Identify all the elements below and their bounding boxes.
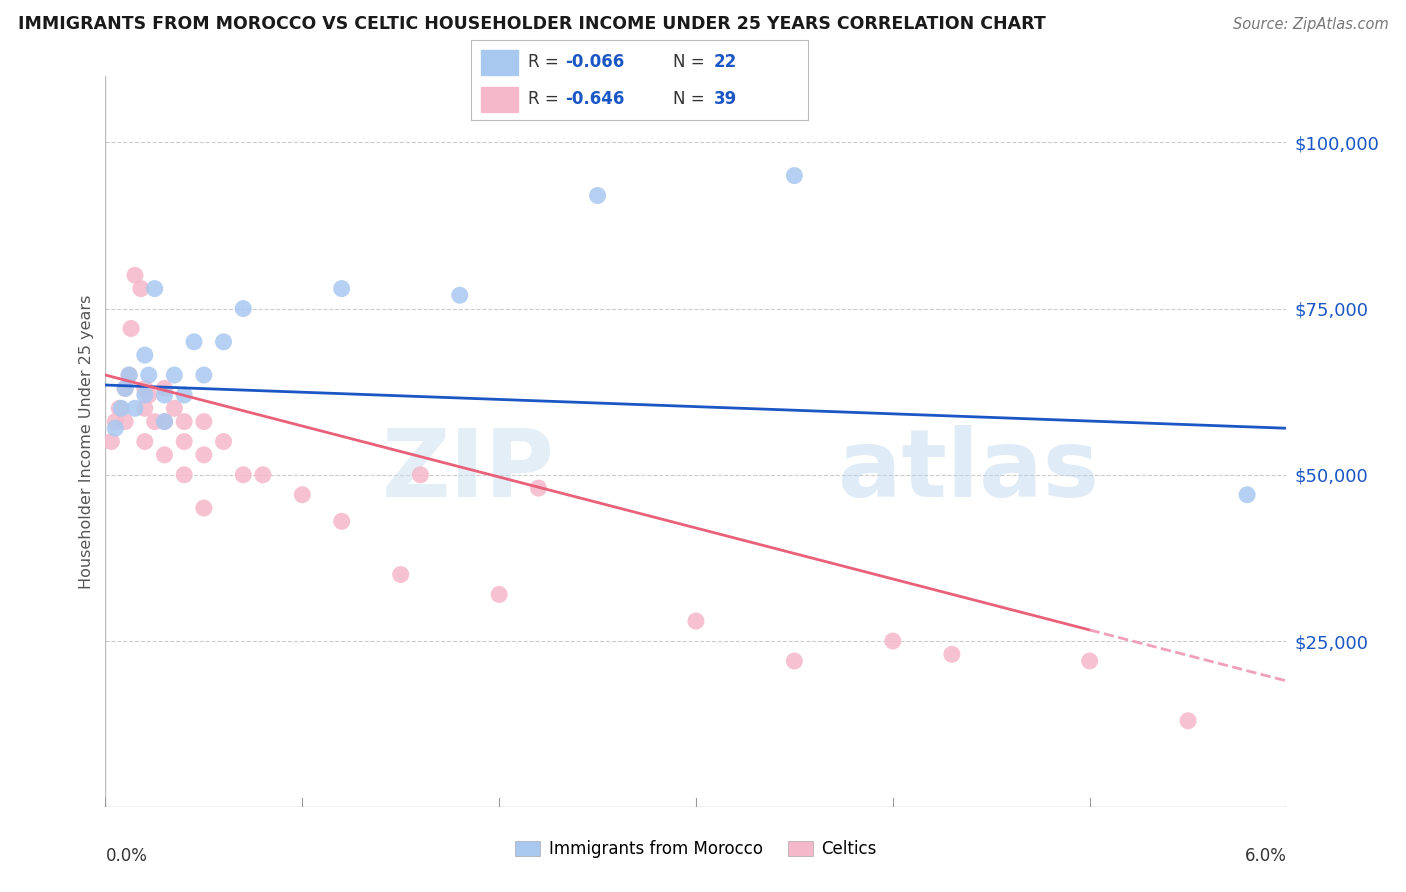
Point bbox=[330, 282, 353, 296]
Point bbox=[586, 188, 609, 202]
Point bbox=[193, 368, 215, 382]
Bar bbox=[481, 87, 519, 112]
Point bbox=[153, 381, 176, 395]
Point bbox=[183, 334, 205, 349]
Point bbox=[129, 282, 152, 296]
Point bbox=[124, 268, 146, 283]
Text: N =: N = bbox=[673, 90, 710, 108]
Point bbox=[449, 288, 471, 302]
Point bbox=[134, 348, 156, 362]
Text: ZIP: ZIP bbox=[381, 425, 554, 516]
Point bbox=[134, 401, 156, 416]
Text: N =: N = bbox=[673, 53, 710, 70]
Point bbox=[110, 401, 132, 416]
Point bbox=[1236, 488, 1258, 502]
Text: 22: 22 bbox=[714, 53, 737, 70]
Point bbox=[409, 467, 432, 482]
Point bbox=[163, 401, 186, 416]
Point bbox=[232, 467, 254, 482]
Point bbox=[941, 648, 963, 662]
Point bbox=[153, 415, 176, 429]
Legend: Immigrants from Morocco, Celtics: Immigrants from Morocco, Celtics bbox=[509, 833, 883, 864]
Text: IMMIGRANTS FROM MOROCCO VS CELTIC HOUSEHOLDER INCOME UNDER 25 YEARS CORRELATION : IMMIGRANTS FROM MOROCCO VS CELTIC HOUSEH… bbox=[18, 14, 1046, 32]
Point bbox=[232, 301, 254, 316]
Point bbox=[173, 467, 195, 482]
Point bbox=[173, 434, 195, 449]
Point bbox=[1177, 714, 1199, 728]
Text: Source: ZipAtlas.com: Source: ZipAtlas.com bbox=[1233, 17, 1389, 31]
Point bbox=[104, 415, 127, 429]
Point bbox=[1078, 654, 1101, 668]
Point bbox=[124, 401, 146, 416]
Text: 6.0%: 6.0% bbox=[1244, 847, 1286, 865]
Point bbox=[389, 567, 412, 582]
Text: -0.646: -0.646 bbox=[565, 90, 624, 108]
Point bbox=[153, 415, 176, 429]
Point bbox=[114, 381, 136, 395]
Point bbox=[783, 654, 806, 668]
Point bbox=[527, 481, 550, 495]
Point bbox=[882, 634, 904, 648]
Text: 0.0%: 0.0% bbox=[105, 847, 148, 865]
Point bbox=[488, 587, 510, 601]
Point bbox=[193, 501, 215, 516]
Point bbox=[134, 388, 156, 402]
Point bbox=[685, 614, 707, 628]
Point bbox=[163, 368, 186, 382]
Point bbox=[193, 448, 215, 462]
Point bbox=[143, 282, 166, 296]
Point bbox=[118, 368, 141, 382]
Text: R =: R = bbox=[529, 53, 564, 70]
Point bbox=[100, 434, 122, 449]
Point bbox=[212, 434, 235, 449]
Point bbox=[153, 448, 176, 462]
Point bbox=[108, 401, 131, 416]
Text: atlas: atlas bbox=[838, 425, 1098, 516]
Point bbox=[783, 169, 806, 183]
Point bbox=[330, 514, 353, 528]
Point bbox=[120, 321, 142, 335]
Point bbox=[138, 368, 160, 382]
Text: 39: 39 bbox=[714, 90, 737, 108]
Bar bbox=[481, 50, 519, 76]
Point bbox=[143, 415, 166, 429]
Point bbox=[134, 434, 156, 449]
Point bbox=[114, 415, 136, 429]
Point bbox=[153, 388, 176, 402]
Point bbox=[173, 388, 195, 402]
Point bbox=[134, 381, 156, 395]
Text: -0.066: -0.066 bbox=[565, 53, 624, 70]
Point bbox=[252, 467, 274, 482]
Point bbox=[173, 415, 195, 429]
Y-axis label: Householder Income Under 25 years: Householder Income Under 25 years bbox=[79, 294, 94, 589]
Point bbox=[104, 421, 127, 435]
Text: R =: R = bbox=[529, 90, 564, 108]
Point bbox=[138, 388, 160, 402]
Point bbox=[118, 368, 141, 382]
Point bbox=[291, 488, 314, 502]
Point bbox=[212, 334, 235, 349]
Point bbox=[114, 381, 136, 395]
Point bbox=[193, 415, 215, 429]
